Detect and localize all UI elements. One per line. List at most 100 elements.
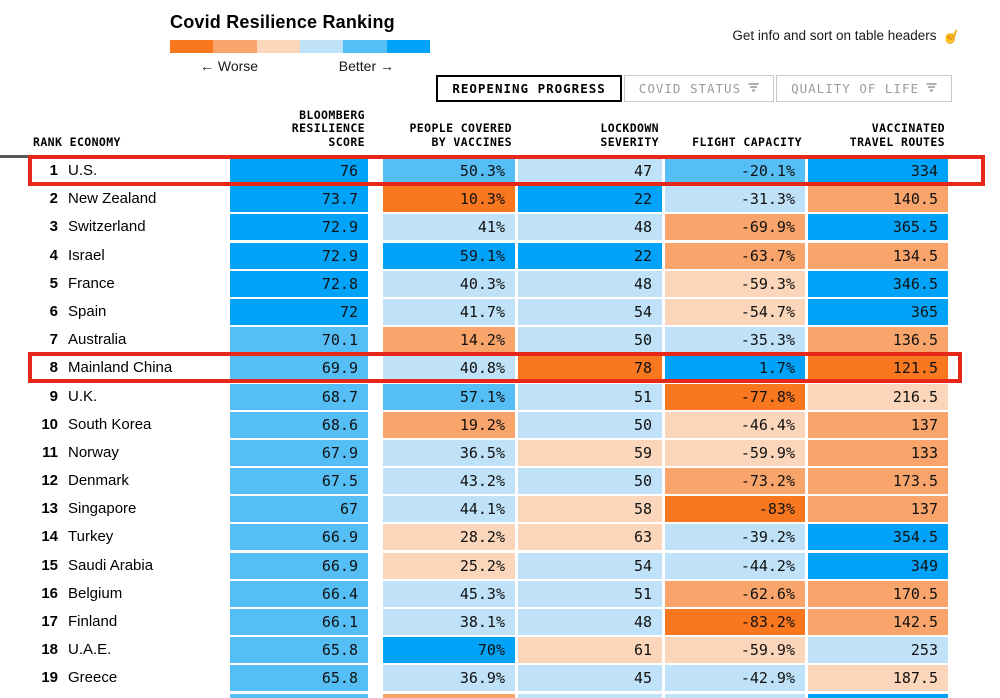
rank-value: 15 — [41, 556, 58, 574]
flight-cell: -77.8% — [665, 383, 805, 410]
header-flight-capacity[interactable]: FLIGHT CAPACITY — [692, 134, 802, 149]
routes-cell: 134.5 — [808, 242, 948, 269]
header-resilience-score[interactable]: BLOOMBERG RESILIENCE SCORE — [291, 107, 365, 149]
table-row: 16 Belgium 66.4 45.3% 51 -62.6% 170.5 — [30, 580, 948, 609]
score-cell: 73.7 — [230, 186, 368, 213]
tab-quality-of-life[interactable]: QUALITY OF LIFE — [776, 75, 952, 102]
lockdown-cell: 63 — [518, 524, 662, 551]
flight-cell: -46.4% — [665, 411, 805, 438]
economy-name: New Zealand — [68, 190, 157, 208]
table-row: 7 Australia 70.1 14.2% 50 -35.3% 136.5 — [30, 327, 948, 355]
score-cell: 72.8 — [230, 270, 368, 297]
flight-cell: -42.9% — [665, 665, 805, 692]
hand-pointer-icon: ☝ — [940, 25, 963, 46]
routes-cell: 121.5 — [808, 355, 948, 382]
table-row: 11 Norway 67.9 36.5% 59 -59.9% 133 — [30, 439, 948, 468]
routes-cell: 334 — [808, 158, 948, 184]
table-row: 17 Finland 66.1 38.1% 48 -83.2% 142.5 — [30, 609, 948, 637]
economy-name: Finland — [68, 613, 118, 630]
table-row: 14 Turkey 66.9 28.2% 63 -39.2% 354.5 — [30, 524, 948, 552]
flight-cell: -20.1% — [665, 158, 805, 184]
rank-value: 12 — [41, 472, 58, 490]
routes-cell: 133 — [808, 439, 948, 466]
lockdown-cell: 48 — [518, 270, 662, 297]
rank-value: 1 — [49, 162, 58, 179]
flight-cell — [665, 693, 805, 698]
lockdown-cell: 48 — [518, 214, 662, 241]
header-people-covered[interactable]: PEOPLE COVERED BY VACCINES — [409, 121, 512, 149]
score-cell: 72.9 — [230, 242, 368, 269]
flight-cell: -59.9% — [665, 637, 805, 664]
legend-swatch — [170, 40, 214, 53]
vaccines-cell: 36.5% — [383, 439, 515, 466]
lockdown-cell: 54 — [518, 552, 662, 579]
lockdown-cell: 59 — [518, 439, 662, 466]
vaccines-cell: 50.3% — [383, 158, 515, 184]
vaccines-cell: 10.3% — [383, 186, 515, 213]
economy-name: Israel — [68, 246, 105, 264]
flight-cell: -44.2% — [665, 552, 805, 579]
score-cell: 65.8 — [230, 637, 368, 664]
tab-reopening-progress-label: REOPENING PROGRESS — [452, 81, 606, 96]
header-rank-economy[interactable]: RANK ECONOMY — [33, 134, 121, 149]
routes-cell: 173.5 — [808, 468, 948, 495]
table-row-partial — [30, 693, 948, 698]
table-info-note: Get info and sort on table headers ☝ — [732, 25, 963, 46]
legend-better-label: Better → — [338, 58, 394, 74]
score-cell: 69.9 — [230, 355, 368, 382]
lockdown-cell: 54 — [518, 298, 662, 325]
tab-reopening-progress[interactable]: REOPENING PROGRESS — [436, 75, 622, 102]
flight-cell: -83.2% — [665, 609, 805, 635]
header-lockdown-severity[interactable]: LOCKDOWN SEVERITY — [600, 121, 659, 149]
flight-cell: -83% — [665, 496, 805, 523]
routes-cell: 137 — [808, 496, 948, 523]
economy-name: France — [68, 274, 115, 292]
lockdown-cell: 50 — [518, 327, 662, 354]
lockdown-cell — [518, 693, 662, 698]
lockdown-cell: 22 — [518, 186, 662, 213]
flight-cell: -59.9% — [665, 439, 805, 466]
economy-name: Belgium — [68, 584, 123, 602]
rank-value: 17 — [41, 613, 58, 630]
economy-name: U.A.E. — [68, 641, 112, 659]
table-row: 19 Greece 65.8 36.9% 45 -42.9% 187.5 — [30, 665, 948, 693]
table-row: 3 Switzerland 72.9 41% 48 -69.9% 365.5 — [30, 214, 948, 242]
economy-name: Denmark — [68, 472, 129, 490]
rank-value: 2 — [49, 190, 58, 208]
info-note-text: Get info and sort on table headers — [732, 28, 937, 43]
score-cell: 72.9 — [230, 214, 368, 241]
score-cell: 66.4 — [230, 580, 368, 607]
flight-cell: -69.9% — [665, 214, 805, 241]
lockdown-cell: 78 — [518, 355, 662, 382]
rank-value: 5 — [49, 274, 58, 292]
routes-cell: 346.5 — [808, 270, 948, 297]
table-row: 6 Spain 72 41.7% 54 -54.7% 365 — [30, 298, 948, 327]
routes-cell: 365.5 — [808, 214, 948, 241]
routes-cell: 187.5 — [808, 665, 948, 692]
score-cell: 76 — [230, 158, 368, 184]
vaccines-cell: 57.1% — [383, 383, 515, 410]
economy-name: Spain — [68, 302, 107, 320]
routes-cell: 140.5 — [808, 186, 948, 213]
color-scale-legend — [170, 40, 430, 53]
table-row: 15 Saudi Arabia 66.9 25.2% 54 -44.2% 349 — [30, 552, 948, 581]
economy-name: Singapore — [68, 500, 137, 518]
lockdown-cell: 47 — [518, 158, 662, 184]
routes-cell — [808, 693, 948, 698]
economy-name: Switzerland — [68, 218, 146, 236]
filter-dropdown-icon — [926, 81, 937, 96]
rank-value: 18 — [41, 641, 58, 659]
tab-covid-status[interactable]: COVID STATUS — [623, 75, 775, 102]
legend-swatch — [256, 40, 300, 53]
score-cell — [230, 693, 368, 698]
legend-swatch — [299, 40, 344, 53]
vaccines-cell: 41% — [383, 214, 515, 241]
rank-value: 16 — [41, 584, 58, 602]
lockdown-cell: 45 — [518, 665, 662, 692]
tab-covid-status-label: COVID STATUS — [638, 81, 742, 96]
table-row: 12 Denmark 67.5 43.2% 50 -73.2% 173.5 — [30, 468, 948, 496]
lockdown-cell: 51 — [518, 580, 662, 607]
header-vaccinated-routes[interactable]: VACCINATED TRAVEL ROUTES — [849, 121, 945, 149]
table-row: 1 U.S. 76 50.3% 47 -20.1% 334 — [30, 158, 948, 186]
